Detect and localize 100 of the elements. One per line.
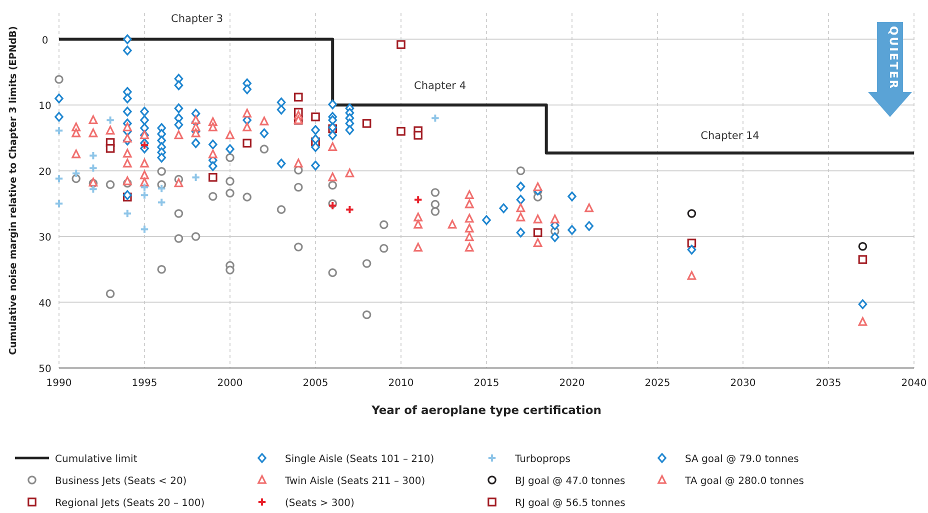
point (516, 166, 526, 176)
x-tick-label: 2020 (559, 378, 585, 389)
point (414, 220, 422, 229)
point (380, 244, 388, 253)
point (88, 164, 98, 173)
point (140, 182, 150, 192)
point (174, 234, 184, 243)
point (294, 158, 303, 168)
point (465, 224, 474, 233)
point (362, 259, 372, 268)
point (858, 255, 868, 264)
point (380, 220, 388, 230)
x-tick-label: 1995 (132, 378, 158, 389)
point (174, 209, 184, 218)
x-tick-label: 2005 (302, 378, 328, 389)
point (122, 208, 132, 218)
point (123, 122, 132, 132)
y-tick-label: 10 (38, 101, 52, 112)
point (414, 212, 422, 222)
point (123, 176, 132, 186)
x-tick-label: 2035 (816, 378, 842, 389)
point (294, 242, 303, 252)
point (328, 142, 337, 152)
point (72, 149, 80, 158)
point (858, 299, 868, 310)
point (328, 172, 337, 182)
point (140, 190, 150, 200)
x-axis-title: Year of aeroplane type certification (370, 403, 602, 417)
point (430, 207, 440, 216)
point (72, 128, 80, 138)
point (191, 115, 200, 124)
x-tick-label: 2025 (644, 378, 670, 389)
point (106, 180, 115, 189)
point (226, 188, 234, 198)
point (123, 148, 132, 158)
point (465, 199, 474, 208)
point (208, 172, 218, 182)
point (157, 198, 166, 207)
point (294, 182, 303, 192)
point (242, 138, 252, 148)
point (54, 199, 64, 208)
point (72, 168, 81, 178)
point (123, 134, 132, 142)
point (311, 112, 320, 122)
point (584, 203, 594, 212)
point (140, 140, 150, 150)
point (687, 209, 696, 218)
point (72, 174, 80, 184)
point (465, 232, 474, 242)
point (533, 228, 542, 237)
point (242, 122, 252, 132)
point (88, 151, 98, 160)
legend-label: Regional Jets (Seats 20 – 100) (55, 498, 205, 509)
point (88, 128, 98, 138)
y-tick-label: 20 (38, 166, 52, 178)
point (242, 108, 252, 118)
point (345, 204, 354, 214)
point (208, 149, 218, 158)
point (88, 115, 98, 124)
legend-label: Business Jets (Seats < 20) (55, 476, 187, 487)
y-tick-label: 50 (38, 364, 52, 375)
point (88, 184, 98, 194)
point (174, 130, 184, 140)
point (465, 214, 474, 223)
point (533, 238, 542, 247)
point (345, 168, 354, 178)
point (106, 126, 115, 135)
legend-label: RJ goal @ 56.5 tonnes (515, 498, 626, 509)
point (516, 203, 526, 212)
legend-label: SA goal @ 79.0 tonnes (685, 454, 799, 465)
x-tick-label: 2010 (388, 378, 414, 389)
y-axis-title: Cumulative noise margin relative to Chapter 3 limits (EPNdB) (8, 26, 19, 355)
point (191, 232, 200, 241)
legend-label: (Seats > 300) (285, 498, 354, 509)
point (414, 242, 422, 252)
x-tick-label: 1990 (46, 378, 72, 389)
y-tick-label: 0 (42, 35, 48, 46)
point (54, 126, 64, 136)
point (106, 144, 115, 153)
point (276, 205, 286, 214)
legend-label: Turboprops (514, 454, 570, 465)
point (516, 212, 526, 222)
annotation: Chapter 14 (700, 130, 760, 142)
point (328, 268, 337, 278)
point (362, 310, 372, 320)
point (242, 192, 252, 202)
point (414, 195, 423, 204)
legend-label: BJ goal @ 47.0 tonnes (515, 476, 626, 487)
point (260, 116, 269, 126)
point (858, 317, 868, 326)
point (858, 242, 868, 251)
legend-label: Cumulative limit (55, 454, 138, 465)
point (260, 144, 269, 154)
point (430, 188, 440, 197)
point (226, 266, 234, 274)
x-tick-label: 2015 (474, 378, 500, 389)
point (106, 116, 115, 125)
point (328, 180, 337, 190)
point (140, 158, 149, 168)
legend-label: Twin Aisle (Seats 211 – 300) (284, 476, 426, 487)
